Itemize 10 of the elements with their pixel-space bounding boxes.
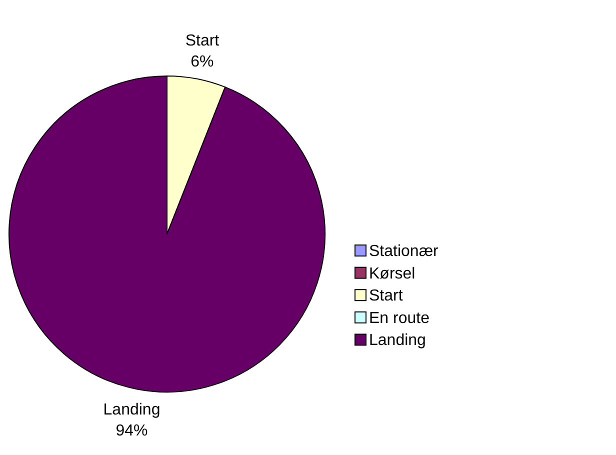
- legend-label: Kørsel: [369, 265, 416, 282]
- slice-label: Landing: [103, 402, 160, 419]
- data-label: 94%: [116, 422, 148, 440]
- legend-label: Landing: [369, 332, 426, 350]
- legend-label: En route: [369, 310, 430, 327]
- legend-label: Start: [369, 288, 404, 305]
- data-label: 6%: [190, 53, 214, 70]
- pie-slice: [8, 76, 326, 392]
- legend-label: Stationær: [369, 243, 440, 260]
- slice-label: Start: [185, 32, 220, 50]
